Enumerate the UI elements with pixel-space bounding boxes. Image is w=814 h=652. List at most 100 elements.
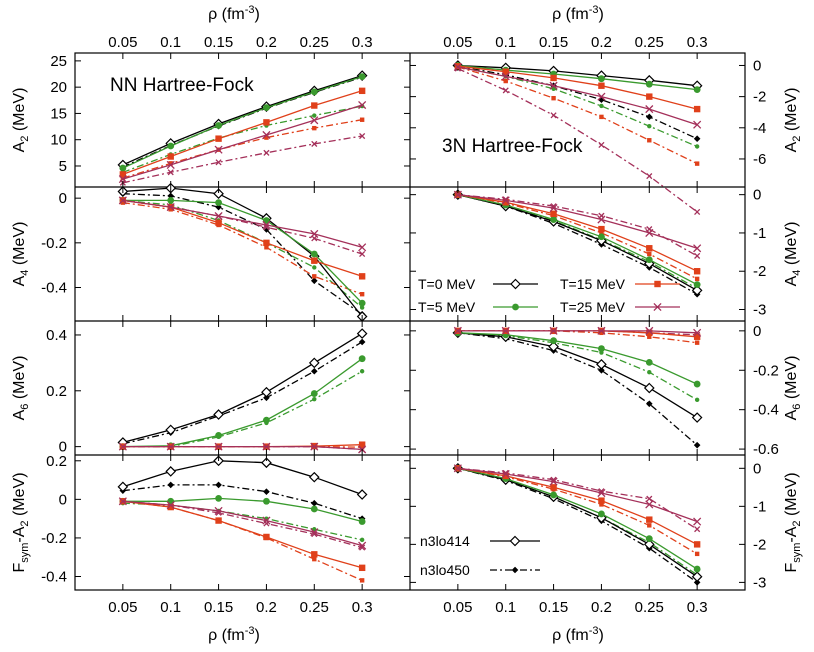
data-point [263,488,270,495]
series-line-n3lo414-T2 [122,90,363,176]
y-tick-label: -0.2 [753,362,779,379]
series-line-n3lo414-T3 [457,330,698,334]
data-point [166,160,175,169]
x-tick-label: 0.3 [352,34,373,51]
panel-A6-3N [452,326,703,449]
data-point [645,256,653,264]
data-point [308,471,320,483]
data-point [646,245,653,252]
series-line-n3lo450-T1 [122,199,363,309]
y-tick-label: -1 [753,225,766,242]
data-point [215,432,222,439]
data-point [501,326,510,335]
series-line-n3lo414-T2 [122,500,363,569]
data-point [358,87,366,95]
data-point [598,225,605,233]
y-axis-label: A2 (MeV) [783,88,803,153]
x-axis-label: ρ (fm-3) [208,4,260,23]
data-point [510,278,521,290]
legend-label-T1: T=5 MeV [418,299,476,315]
data-point [261,457,272,469]
y-tick-label: 5 [59,158,67,175]
x-axis-label: ρ (fm-3) [552,4,604,23]
y-tick-label: -0.4 [753,402,779,419]
series-line-n3lo414-T0 [457,467,698,578]
data-point [598,141,605,148]
series-line-n3lo450-T1 [122,105,363,173]
y-tick-label: -0.4 [41,569,67,586]
data-point [693,105,701,113]
data-point [501,469,510,479]
data-point [263,416,270,424]
data-point [693,281,701,289]
data-point [502,68,509,75]
data-point [693,135,701,143]
ticks-layer [75,53,745,590]
data-point [359,578,365,583]
y-tick-label: 0 [59,190,67,207]
data-point [263,119,270,126]
data-point [359,537,365,543]
data-point [215,135,222,142]
panel-annotation: 3N Hartree-Fock [442,136,583,157]
data-point [264,245,269,250]
data-point [214,442,223,451]
x-axis-label: ρ (fm-3) [208,625,260,644]
data-point [167,503,174,511]
data-point [358,100,367,110]
data-point [693,541,701,548]
data-point [263,533,270,541]
x-tick-label: 0.1 [160,34,181,51]
data-point [308,357,320,369]
data-point [213,409,224,420]
data-point [550,112,557,119]
data-point [647,523,652,528]
series-line-n3lo414-T3 [457,467,698,523]
data-point [261,386,272,398]
data-point [646,93,653,100]
data-point [359,369,365,374]
data-point [598,366,605,374]
x-tick-label: 0.15 [204,599,233,616]
data-point [645,326,654,335]
data-point [215,481,222,489]
data-point [165,466,177,477]
y-tick-label: 0.4 [46,327,67,344]
legend-label-T2: T=15 MeV [560,276,626,292]
x-tick-label: 0.15 [204,34,233,51]
labels-layer: 0.050.050.10.10.150.150.20.20.250.250.30… [11,4,803,644]
y-tick-label: -3 [753,302,766,319]
series-line-n3lo450-T2 [457,467,698,555]
panel-A2-3N [452,60,703,215]
series-line-n3lo450-T0 [122,193,363,315]
x-tick-label: 0.2 [256,34,277,51]
data-point [645,80,653,88]
series-line-n3lo450-T3 [457,68,698,213]
data-point [598,82,605,89]
data-point [310,277,318,285]
data-point [120,175,126,181]
data-point [310,528,319,537]
data-point [356,489,368,500]
y-tick-label: -2 [753,89,766,106]
series-line-n3lo414-T3 [122,199,363,248]
x-tick-label: 0.25 [300,599,329,616]
series-line-n3lo450-T2 [122,119,363,179]
data-point [645,358,653,366]
data-point [596,512,607,524]
legend-label-n3lo414: n3lo414 [420,533,470,549]
y-tick-label: 15 [50,105,67,122]
data-point [215,494,222,502]
series-line-n3lo414-T3 [122,445,363,451]
data-point [359,132,366,140]
series-line-n3lo450-T0 [457,332,698,446]
data-point [691,571,703,583]
series-line-n3lo414-T1 [457,467,698,570]
series-line-n3lo414-T1 [457,194,698,286]
y-axis-label: A6 (MeV) [11,356,31,421]
data-point [263,217,270,224]
x-tick-label: 0.05 [108,599,137,616]
series-line-n3lo450-T2 [457,330,698,344]
data-point [597,92,606,101]
data-point [262,130,271,140]
